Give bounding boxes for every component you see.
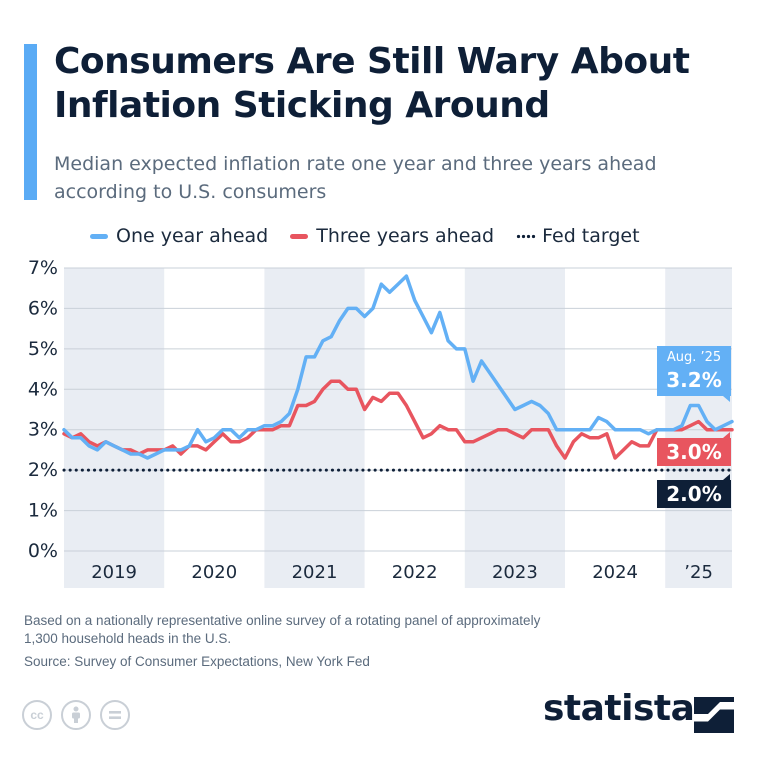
statista-logo-text: statista	[543, 688, 695, 729]
end-label-box-fed	[657, 480, 731, 508]
end-label-box-three-year	[657, 438, 731, 466]
line-chart: 0% 1% 2% 3% 4% 5% 6% 7% 2019 2020 2021 2022 2023 2024…	[28, 257, 734, 588]
y-tick-label-0: 0%	[28, 540, 58, 562]
end-label-value-one-year: 3.2%	[666, 368, 721, 392]
legend-item-three-year: Three years ahead	[290, 225, 494, 247]
end-label-date-one-year: Aug. ’25	[667, 350, 721, 365]
end-label-pointer-three-year	[723, 432, 730, 438]
license-icons: cc	[22, 700, 139, 730]
legend-swatch-fed	[516, 233, 537, 239]
x-tick-label-2022: 2022	[392, 562, 438, 583]
attribution-icon[interactable]	[61, 700, 91, 730]
end-label-box-one-year	[657, 346, 731, 396]
legend-swatch-one-year	[90, 233, 108, 239]
legend-item-fed: Fed target	[516, 225, 640, 247]
footnote: Based on a nationally representative onl…	[24, 613, 541, 646]
x-tick-label-2020: 2020	[191, 562, 237, 583]
year-band-0	[64, 268, 165, 588]
y-tick-label-4: 4%	[28, 378, 58, 400]
creative-commons-icon[interactable]: cc	[22, 700, 52, 730]
legend-label-three-year: Three years ahead	[316, 225, 495, 247]
x-tick-label-’25: ’25	[684, 562, 713, 583]
title-accent-bar	[24, 44, 37, 200]
statista-logo-icon	[694, 697, 734, 733]
y-tick-label-7: 7%	[28, 257, 58, 279]
year-band-4	[464, 268, 565, 588]
legend-label-one-year: One year ahead	[116, 225, 269, 247]
end-label-pointer-fed	[723, 474, 730, 480]
legend: One year ahead Three years ahead Fed tar…	[90, 223, 662, 249]
y-tick-label-1: 1%	[28, 500, 58, 522]
year-band-2	[264, 268, 365, 588]
legend-label-fed: Fed target	[542, 225, 640, 247]
source-note: Source: Survey of Consumer Expectations,…	[24, 654, 370, 669]
y-tick-label-2: 2%	[28, 459, 58, 481]
x-tick-label-2021: 2021	[292, 562, 338, 583]
x-tick-label-2023: 2023	[492, 562, 538, 583]
end-label-pointer-one-year	[723, 396, 730, 402]
y-tick-label-3: 3%	[28, 419, 58, 441]
y-tick-label-6: 6%	[28, 297, 58, 319]
chart-title: Consumers Are Still Wary About Inflation…	[54, 41, 690, 126]
series-line-one-year	[62, 274, 734, 460]
end-label-value-three-year: 3.0%	[666, 440, 721, 464]
y-tick-label-5: 5%	[28, 338, 58, 360]
end-label-value-fed: 2.0%	[666, 482, 721, 506]
legend-swatch-three-year	[290, 233, 309, 239]
x-tick-label-2024: 2024	[592, 562, 638, 583]
x-tick-label-2019: 2019	[91, 562, 137, 583]
legend-item-one-year: One year ahead	[90, 225, 268, 247]
no-derivatives-icon[interactable]	[100, 700, 130, 730]
chart-subtitle: Median expected inflation rate one year …	[54, 153, 657, 203]
